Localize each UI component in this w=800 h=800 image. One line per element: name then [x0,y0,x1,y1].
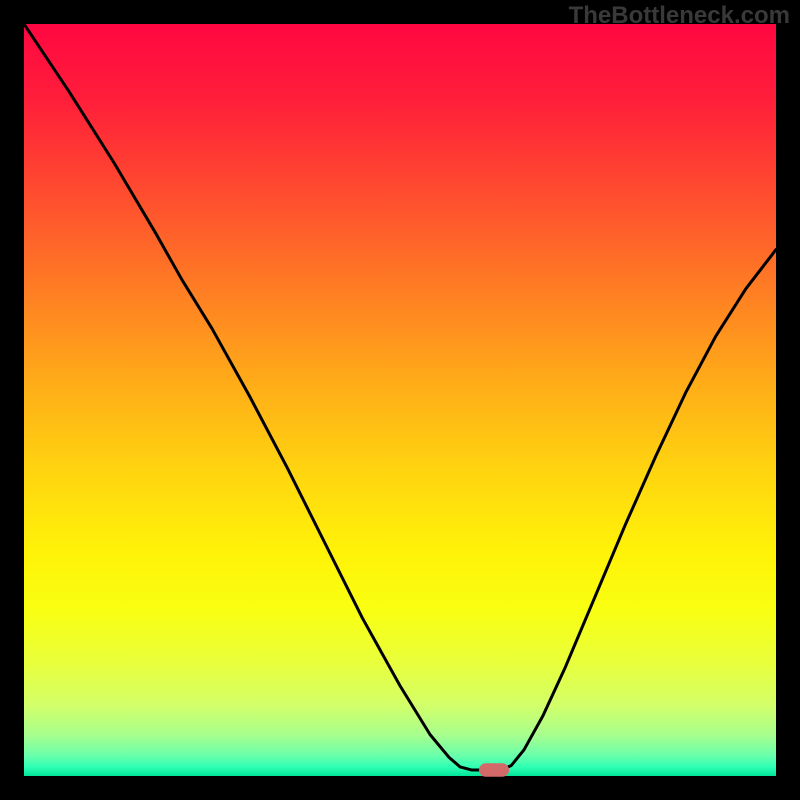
bottleneck-chart [0,0,800,800]
gradient-plot-area [24,24,776,776]
optimal-marker [479,763,509,777]
chart-root: TheBottleneck.com [0,0,800,800]
